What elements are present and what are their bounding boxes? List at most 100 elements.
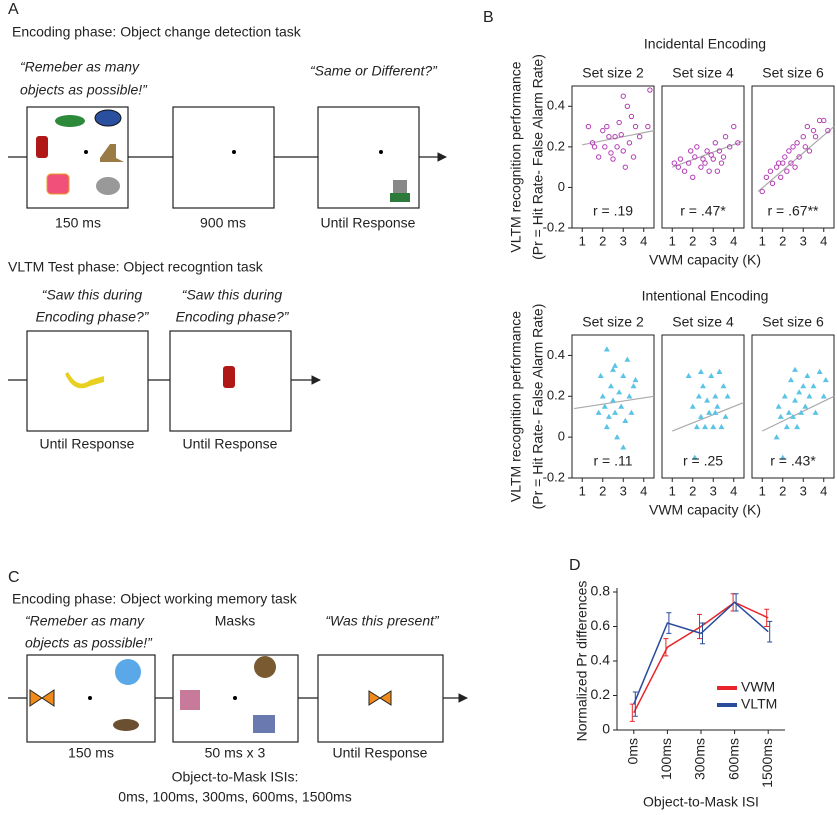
point	[778, 414, 784, 419]
point	[614, 434, 620, 439]
subplot-title: Set size 2	[582, 314, 644, 330]
point	[716, 369, 722, 374]
x-tick-label: 0ms	[625, 738, 641, 764]
x-tick-label: 300ms	[692, 738, 708, 780]
x-tick-label: 3	[710, 483, 717, 498]
point	[792, 397, 798, 402]
row-title: Intentional Encoding	[642, 288, 769, 304]
duration: 150 ms	[68, 745, 114, 761]
point	[783, 155, 787, 159]
point	[725, 393, 731, 398]
point	[592, 145, 596, 149]
point	[782, 393, 788, 398]
fixation	[232, 150, 236, 154]
point	[813, 410, 819, 415]
point	[721, 383, 727, 388]
mask-label: Masks	[215, 613, 255, 629]
correlation: r = .25	[683, 453, 723, 469]
point	[676, 165, 680, 169]
subplot-title: Set size 6	[762, 314, 824, 330]
point	[806, 393, 812, 398]
instruction: “Remeber as many	[20, 59, 140, 75]
point	[723, 135, 727, 139]
point	[803, 145, 807, 149]
point	[631, 155, 635, 159]
point	[721, 155, 725, 159]
y-tick-label: 0.2	[547, 388, 565, 403]
point	[604, 346, 610, 351]
point	[784, 424, 790, 429]
point	[800, 383, 806, 388]
point	[823, 377, 829, 382]
point	[713, 141, 717, 145]
point	[821, 393, 827, 398]
point	[610, 397, 616, 402]
x-tick-label: 2	[779, 483, 786, 498]
panel-label: C	[8, 569, 20, 586]
y-tick-label: -0.2	[543, 219, 565, 234]
x-tick-label: 2	[779, 233, 786, 248]
duration: Until Response	[40, 436, 135, 452]
correlation: r = .67**	[768, 203, 820, 219]
x-tick-label: 2	[599, 483, 606, 498]
screen	[27, 331, 148, 431]
x-tick-label: 1	[759, 233, 766, 248]
point	[601, 128, 605, 132]
point	[628, 410, 634, 415]
trend-line	[672, 141, 744, 167]
point	[648, 88, 652, 92]
x-tick-label: 600ms	[725, 738, 741, 780]
correlation: r = .19	[593, 203, 633, 219]
phase-title: Encoding phase: Object working memory ta…	[12, 591, 298, 607]
x-axis-label: VWM capacity (K)	[649, 252, 761, 268]
x-tick-label: 100ms	[658, 738, 674, 780]
point	[764, 175, 768, 179]
point	[699, 165, 703, 169]
object	[223, 366, 235, 388]
point	[700, 383, 706, 388]
x-tick-label: 3	[620, 483, 627, 498]
point	[621, 149, 625, 153]
point	[760, 189, 764, 193]
point	[618, 404, 624, 409]
y-tick-label: -0.2	[543, 469, 565, 484]
point	[678, 157, 682, 161]
x-tick-label: 1	[759, 483, 766, 498]
y-axis-label: Normalized Pr differences	[574, 581, 590, 742]
point	[619, 132, 623, 136]
x-tick-label: 1	[669, 233, 676, 248]
subplot-title: Set size 2	[582, 65, 644, 81]
point	[776, 404, 782, 409]
point	[600, 393, 606, 398]
point	[811, 383, 817, 388]
x-tick-label: 3	[800, 233, 807, 248]
point	[804, 373, 810, 378]
x-tick-label: 1	[579, 483, 586, 498]
fixation	[84, 150, 88, 154]
subplot-title: Set size 6	[762, 65, 824, 81]
point	[620, 444, 626, 449]
point	[785, 169, 789, 173]
point	[626, 393, 632, 398]
y-axis-label: VLTM recognition performance	[508, 311, 524, 502]
y-tick-label: 0.4	[547, 347, 565, 362]
instruction: Encoding phase?”	[36, 309, 150, 325]
point	[786, 410, 792, 415]
x-tick-label: 3	[710, 233, 717, 248]
duration: 900 ms	[200, 215, 246, 231]
y-tick-label: 0.4	[591, 652, 611, 668]
x-tick-label: 1	[669, 483, 676, 498]
point	[794, 424, 800, 429]
x-tick-label: 3	[620, 233, 627, 248]
point	[624, 357, 630, 362]
figure: A Encoding phase: Object change detectio…	[0, 0, 837, 815]
point	[715, 169, 719, 173]
point	[719, 161, 723, 165]
x-tick-label: 1500ms	[759, 738, 775, 788]
point	[774, 434, 780, 439]
point	[770, 181, 774, 185]
x-tick-label: 2	[689, 233, 696, 248]
point	[768, 169, 772, 173]
point	[811, 128, 815, 132]
instruction: objects as possible!”	[25, 635, 153, 651]
